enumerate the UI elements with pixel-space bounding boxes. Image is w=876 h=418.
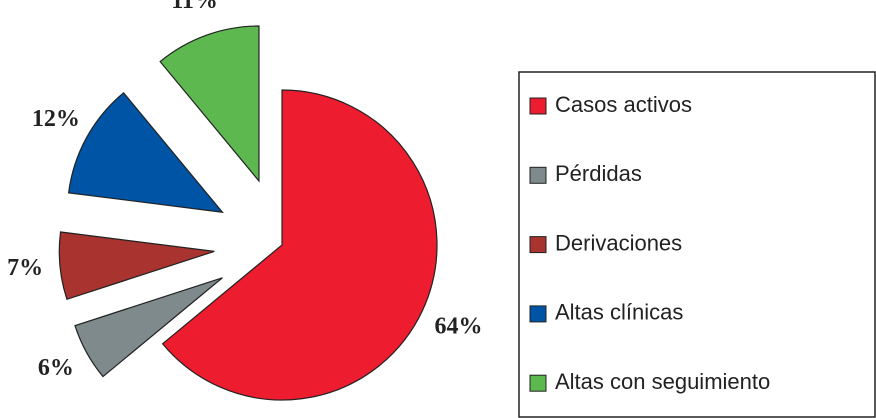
legend-swatch xyxy=(529,97,547,115)
legend-label: Altas clínicas xyxy=(555,300,683,325)
legend-swatch xyxy=(529,166,547,184)
pie-slice xyxy=(58,231,215,301)
pie-slice xyxy=(159,25,260,183)
legend-label: Altas con seguimiento xyxy=(555,369,770,394)
data-label: 6% xyxy=(38,355,74,381)
data-label: 64% xyxy=(434,314,482,340)
legend-swatch xyxy=(529,236,547,254)
legend-label: Casos activos xyxy=(555,92,692,117)
legend-label: Derivaciones xyxy=(555,230,682,255)
legend-swatch xyxy=(529,374,547,392)
legend-box xyxy=(518,71,876,418)
pie-slice xyxy=(67,91,224,214)
legend-label: Pérdidas xyxy=(555,161,642,186)
pie-slice xyxy=(74,277,223,378)
data-label: 12% xyxy=(32,106,80,132)
data-label: 11% xyxy=(171,0,218,14)
data-label: 7% xyxy=(7,255,43,281)
legend-swatch xyxy=(529,305,547,323)
pie-slice xyxy=(161,89,438,401)
